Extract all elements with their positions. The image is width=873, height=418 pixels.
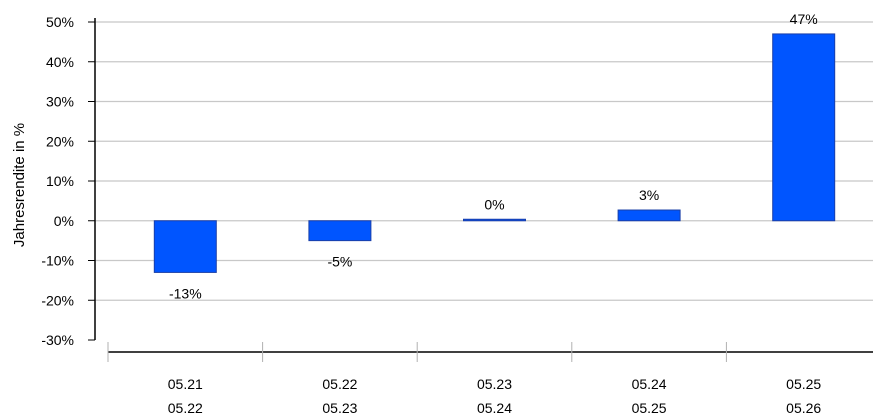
y-tick-label: -10% <box>41 253 74 269</box>
y-tick-label: 30% <box>46 94 74 110</box>
y-tick-label: -20% <box>41 292 74 308</box>
x-tick-label-end: 05.25 <box>632 400 667 416</box>
bar-value-label: 0% <box>484 196 504 212</box>
x-tick-label-end: 05.26 <box>786 400 821 416</box>
y-tick-label: 10% <box>46 173 74 189</box>
bars <box>153 33 836 273</box>
x-tick-label-start: 05.24 <box>632 376 667 392</box>
data-labels: -13% -5% 0% 3% 47% <box>169 11 818 301</box>
x-axis: 05.21 05.22 05.22 05.23 05.23 05.24 05.24 05.25… <box>107 342 873 416</box>
bar-value-label: 47% <box>790 11 818 27</box>
x-tick-label-end: 05.22 <box>168 400 203 416</box>
y-tick-label: -30% <box>41 332 74 348</box>
bar-value-label: -13% <box>169 285 202 301</box>
y-axis-title: Jahresrendite in % <box>11 123 28 247</box>
bar <box>153 220 217 273</box>
x-tick-label-start: 05.23 <box>477 376 512 392</box>
x-tick-label-start: 05.21 <box>168 376 203 392</box>
bar-value-label: -5% <box>327 254 352 270</box>
y-tick-label: 40% <box>46 54 74 70</box>
bar <box>463 218 526 222</box>
bar <box>308 220 372 242</box>
y-axis-ticks: 50% 40% 30% 20% 10% 0% -10% -20% -30% <box>41 14 96 348</box>
x-tick-label-end: 05.23 <box>322 400 357 416</box>
y-tick-label: 20% <box>46 133 74 149</box>
x-tick-label-end: 05.24 <box>477 400 512 416</box>
y-tick-label: 0% <box>54 213 74 229</box>
bar <box>617 209 681 222</box>
x-tick-label-start: 05.22 <box>322 376 357 392</box>
y-tick-label: 50% <box>46 14 74 30</box>
bar-value-label: 3% <box>639 187 659 203</box>
bar <box>772 33 836 222</box>
x-tick-label-start: 05.25 <box>786 376 821 392</box>
